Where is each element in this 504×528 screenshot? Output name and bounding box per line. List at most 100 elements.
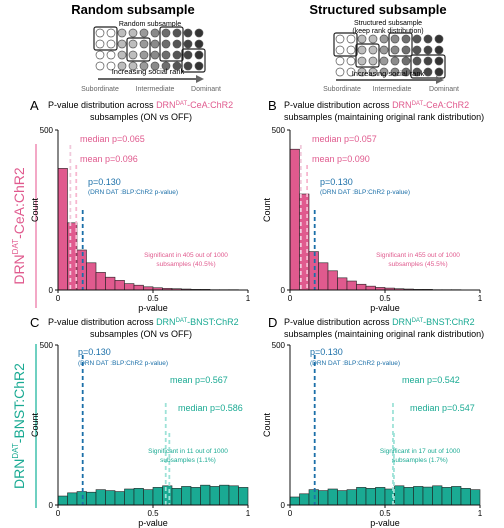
- panel-subtitle: subsamples (maintaining original rank di…: [284, 112, 484, 122]
- rank-dominant-left: Dominant: [191, 86, 221, 93]
- mean-label: mean p=0.090: [312, 154, 370, 164]
- y-axis-label: Count: [30, 198, 40, 223]
- schematic-dot: [357, 67, 367, 77]
- schematic-dot: [346, 34, 356, 44]
- significance-line-1: Significant in 11 out of 1000: [148, 448, 228, 455]
- schematic-dot: [95, 28, 105, 38]
- panel-subtitle: subsamples (ON vs OFF): [90, 112, 192, 122]
- reference-p-label: p=0.130: [88, 177, 121, 187]
- x-tick-label: 1: [246, 509, 251, 518]
- panel-c: C P-value distribution across DRNDAT-BNST…: [30, 315, 251, 528]
- y-tick-label: 500: [40, 341, 54, 350]
- panel-letter: A: [30, 98, 39, 113]
- x-axis-label: p-value: [138, 303, 168, 313]
- median-label: median p=0.547: [410, 403, 475, 413]
- schematic-dot: [434, 67, 444, 77]
- schematic-dot: [161, 50, 171, 60]
- schematic-dot: [412, 56, 422, 66]
- schematic-dot: [172, 50, 182, 60]
- significance-line-1: Significant in 17 out of 1000: [380, 448, 461, 455]
- rank-arrowhead-left: [196, 75, 204, 83]
- schematic-dot: [150, 28, 160, 38]
- histogram-bar: [346, 280, 357, 291]
- subsample-box: [159, 26, 184, 62]
- histogram-bar: [114, 280, 125, 291]
- y-axis-label: Count: [30, 413, 40, 438]
- x-axis-label: p-value: [370, 518, 400, 528]
- histogram-bar: [152, 487, 163, 506]
- schematic-dot: [139, 39, 149, 49]
- significance-line-2: subsamples (40.5%): [156, 261, 215, 268]
- y-tick-label: 0: [49, 286, 54, 295]
- schematic-left-label: Random subsample: [119, 21, 181, 28]
- y-tick-label: 0: [49, 501, 54, 510]
- histogram-bar: [422, 486, 433, 506]
- schematic-dot: [379, 67, 389, 77]
- schematic-dot: [434, 45, 444, 55]
- significance-line-1: Significant in 405 out of 1000: [144, 252, 228, 259]
- histogram-bar: [346, 489, 357, 506]
- schematic-dot: [117, 39, 127, 49]
- schematic-right-label-2: (keep rank distribution): [352, 28, 423, 35]
- schematic-dot: [128, 39, 138, 49]
- schematic-dot: [401, 67, 411, 77]
- x-tick-label: 0.5: [147, 509, 159, 518]
- schematic-dot: [95, 61, 105, 71]
- histogram-bar: [432, 485, 443, 506]
- rank-dominant-right: Dominant: [429, 86, 459, 93]
- reference-p-sub: (DRN DAT :BLP:ChR2 p-value): [310, 360, 400, 367]
- y-axis-label: Count: [262, 413, 272, 438]
- histogram-bar: [318, 262, 329, 291]
- schematic-dot: [357, 56, 367, 66]
- schematic-dot: [106, 50, 116, 60]
- row-label-top: DRNDAT-CeA:ChR2: [11, 144, 37, 308]
- reference-p-sub: (DRN DAT :BLP:ChR2 p-value): [320, 189, 410, 196]
- schematic-dot: [423, 56, 433, 66]
- schematic-dot: [172, 39, 182, 49]
- histogram-bar: [86, 262, 97, 291]
- histogram-bar: [451, 486, 462, 506]
- panel-letter: D: [268, 315, 277, 330]
- schematic-dot: [423, 45, 433, 55]
- significance-line-1: Significant in 455 out of 1000: [376, 252, 460, 259]
- schematic-dot: [161, 39, 171, 49]
- mean-label: mean p=0.567: [170, 375, 228, 385]
- histogram-bar: [124, 283, 135, 291]
- histogram-bar: [219, 484, 230, 506]
- histogram-bar: [86, 491, 97, 506]
- panel-a: A P-value distribution across DRNDAT-CeA:…: [30, 98, 251, 313]
- schematic-right-label-1: Structured subsample: [354, 20, 422, 27]
- x-tick-label: 1: [478, 509, 483, 518]
- schematic-dot: [346, 67, 356, 77]
- schematic-dot: [346, 56, 356, 66]
- panel-title: P-value distribution across DRNDAT-BNST:…: [284, 317, 475, 327]
- mean-label: mean p=0.542: [402, 375, 460, 385]
- panel-b: B P-value distribution across DRNDAT-CeA:…: [262, 98, 484, 313]
- y-tick-label: 500: [40, 126, 54, 135]
- schematic-dot: [194, 28, 204, 38]
- histogram-bar: [413, 486, 424, 506]
- reference-p-sub: (DRN DAT :BLP:ChR2 p-value): [78, 360, 168, 367]
- schematic-dot: [335, 45, 345, 55]
- subsample-box: [410, 54, 446, 79]
- significance-line-2: subsamples (1.7%): [392, 457, 448, 464]
- schematic-dot: [412, 45, 422, 55]
- histogram-bar: [209, 486, 220, 506]
- schematic-dot: [434, 56, 444, 66]
- histogram-bar: [76, 491, 87, 506]
- histogram-bar: [327, 270, 338, 291]
- x-tick-label: 0.5: [147, 294, 159, 303]
- schematic-dot: [106, 39, 116, 49]
- histogram-bar: [133, 488, 144, 506]
- schematic-dot: [117, 28, 127, 38]
- histogram-bar: [124, 488, 135, 506]
- schematic-dot: [183, 39, 193, 49]
- panel-letter: C: [30, 315, 39, 330]
- schematic-dot: [390, 34, 400, 44]
- schematic-dot: [390, 56, 400, 66]
- schematic-dot: [335, 34, 345, 44]
- subsample-box: [93, 26, 118, 51]
- subsample-box: [388, 32, 413, 57]
- schematic-dot: [401, 45, 411, 55]
- schematic-dot: [368, 45, 378, 55]
